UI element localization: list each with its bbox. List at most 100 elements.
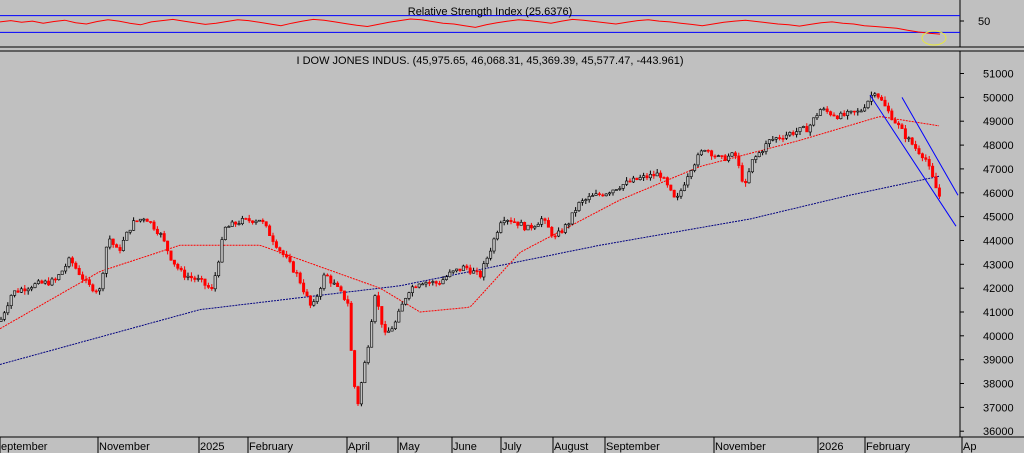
- candle-body: [852, 110, 856, 113]
- candle-body: [730, 152, 734, 157]
- candle-body: [169, 250, 173, 261]
- candle-body: [594, 193, 598, 196]
- candle-body: [111, 238, 115, 245]
- candle-body: [244, 218, 248, 220]
- candle-body: [856, 110, 860, 113]
- candle-body: [937, 187, 941, 197]
- candle-body: [618, 188, 622, 190]
- candle-body: [829, 111, 833, 116]
- candle-body: [659, 172, 663, 178]
- candle-body: [6, 305, 10, 314]
- candle-body: [740, 165, 744, 182]
- x-tick-label: 2026: [819, 441, 843, 453]
- candle-body: [57, 274, 61, 280]
- candle-body: [291, 261, 295, 273]
- candle-body: [849, 110, 853, 113]
- candle-body: [907, 137, 911, 140]
- candle-body: [784, 134, 788, 139]
- candle-body: [716, 155, 720, 157]
- candle-body: [676, 195, 680, 198]
- candle-body: [645, 175, 649, 179]
- candle-body: [818, 109, 822, 116]
- y-tick-label: 37000: [983, 402, 1014, 414]
- candle-body: [74, 262, 78, 269]
- candle-body: [172, 259, 176, 265]
- x-tick-label: April: [348, 441, 370, 453]
- candle-body: [526, 224, 530, 231]
- candle-body: [608, 192, 612, 195]
- candle-body: [132, 220, 136, 231]
- candle-body: [485, 257, 489, 265]
- y-tick-label: 47000: [983, 164, 1014, 176]
- candle-body: [40, 280, 44, 284]
- candle-body: [863, 107, 867, 112]
- candle-body: [339, 286, 343, 292]
- candle-body: [285, 254, 289, 258]
- candle-body: [781, 138, 785, 140]
- candle-body: [179, 267, 183, 271]
- candle-body: [373, 295, 377, 323]
- candle-body: [414, 286, 418, 289]
- candle-body: [98, 288, 102, 292]
- candle-body: [400, 303, 404, 312]
- candle-body: [920, 153, 924, 159]
- x-tick-label: November: [99, 441, 150, 453]
- candle-body: [914, 144, 918, 149]
- candle-body: [574, 210, 578, 214]
- candle-body: [754, 156, 758, 160]
- candle-body: [254, 220, 258, 223]
- candle-body: [77, 267, 81, 275]
- candle-body: [516, 221, 520, 226]
- candle-body: [880, 96, 884, 101]
- candle-body: [281, 250, 285, 255]
- candle-body: [417, 283, 421, 288]
- y-tick-label: 50000: [983, 92, 1014, 104]
- candle-body: [737, 155, 741, 166]
- candle-body: [489, 250, 493, 259]
- candle-body: [669, 184, 673, 191]
- candle-body: [13, 290, 17, 296]
- candle-body: [67, 257, 71, 267]
- candle-body: [33, 283, 37, 288]
- x-tick-label: February: [249, 441, 294, 453]
- candle-body: [536, 224, 540, 227]
- candle-body: [118, 247, 122, 251]
- candle-body: [359, 382, 363, 405]
- candle-body: [696, 154, 700, 166]
- ma-short-line: [0, 116, 940, 330]
- x-tick-label: June: [453, 441, 477, 453]
- candle-body: [64, 266, 68, 272]
- candle-body: [468, 267, 472, 274]
- candle-body: [890, 110, 894, 121]
- candle-body: [268, 225, 272, 236]
- rsi-panel: Relative Strength Index (25.6376) 50: [0, 0, 1024, 52]
- rsi-line: [0, 18, 941, 35]
- y-axis: 36000 37000 38000 39000 40000 41000 42000 43000…: [960, 69, 1014, 438]
- candle-body: [587, 196, 591, 200]
- candle-body: [601, 194, 605, 197]
- candle-body: [866, 100, 870, 108]
- candle-body: [9, 295, 13, 306]
- candlesticks: [0, 91, 941, 407]
- y-tick-label: 42000: [983, 283, 1014, 295]
- candle-body: [0, 318, 3, 322]
- x-tick-label: 2025: [200, 441, 224, 453]
- candle-body: [264, 221, 268, 227]
- candle-body: [584, 199, 588, 202]
- candle-body: [523, 222, 527, 231]
- candle-body: [580, 200, 584, 203]
- candle-body: [23, 288, 27, 292]
- candle-body: [801, 126, 805, 128]
- candle-body: [550, 227, 554, 237]
- candle-body: [897, 122, 901, 126]
- candle-body: [121, 240, 125, 251]
- x-tick-label: September: [606, 441, 660, 453]
- candle-body: [635, 177, 639, 181]
- candle-body: [332, 282, 336, 285]
- candle-body: [747, 171, 751, 184]
- candle-body: [859, 110, 863, 113]
- candle-body: [750, 159, 754, 173]
- x-tick-label: Ap: [963, 441, 976, 453]
- candle-body: [70, 257, 74, 264]
- candle-body: [795, 131, 799, 135]
